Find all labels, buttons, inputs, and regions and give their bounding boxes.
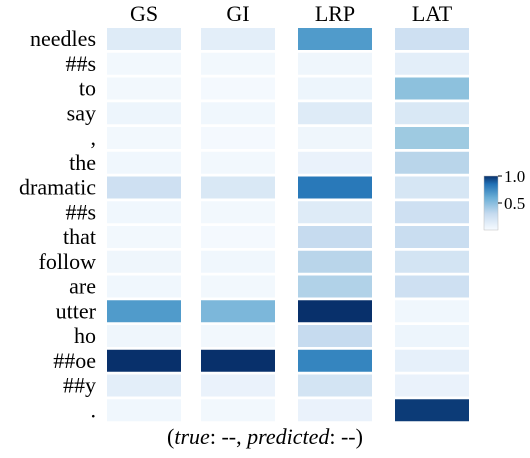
colorbar-tick-label: 1.0 <box>504 167 525 186</box>
heatmap-cell <box>201 300 275 323</box>
heatmap-cell <box>107 102 181 125</box>
column-label-lrp: LRP <box>315 1 355 26</box>
heatmap-cell <box>107 77 181 100</box>
heatmap-cell <box>201 102 275 125</box>
heatmap-cell <box>107 250 181 273</box>
column-label-lat: LAT <box>412 1 453 26</box>
row-label: dramatic <box>19 175 96 200</box>
prediction-caption: (true: --, predicted: --) <box>0 424 530 450</box>
heatmap-cell <box>395 151 469 174</box>
heatmap-cell <box>107 201 181 224</box>
heatmap-cell <box>298 176 372 199</box>
heatmap-cell <box>298 399 372 422</box>
heatmap-cell <box>395 300 469 323</box>
row-label: ##oe <box>53 348 96 373</box>
heatmap-cell <box>395 127 469 149</box>
row-label: utter <box>56 298 97 323</box>
row-label: follow <box>39 249 97 274</box>
heatmap-cell <box>107 399 181 422</box>
colorbar-gradient <box>483 175 499 231</box>
heatmap-cell <box>395 399 469 422</box>
row-label: say <box>67 100 96 125</box>
heatmap-cell <box>298 28 372 50</box>
heatmap-cell <box>395 226 469 248</box>
heatmap-cell <box>201 399 275 422</box>
heatmap-cell <box>107 151 181 174</box>
column-label-gi: GI <box>226 1 249 26</box>
heatmap-cell <box>201 201 275 224</box>
heatmap-cell <box>107 349 181 372</box>
row-label: to <box>79 76 96 101</box>
heatmap-cell <box>298 201 372 224</box>
heatmap-cell <box>298 127 372 149</box>
row-label: . <box>91 397 97 422</box>
caption-predicted-label: predicted <box>247 424 330 449</box>
heatmap-cell <box>395 102 469 125</box>
heatmap-cell <box>395 374 469 397</box>
heatmap-cell <box>107 275 181 298</box>
caption-true-label: true <box>174 424 210 449</box>
row-labels: needles##stosay,thedramatic##sthatfollow… <box>19 26 97 422</box>
heatmap-cell <box>395 325 469 347</box>
heatmap-cell <box>298 325 372 347</box>
heatmap-cell <box>107 374 181 397</box>
row-label: ##s <box>65 51 96 76</box>
heatmap-cell <box>298 250 372 273</box>
row-label: needles <box>30 26 96 51</box>
colorbar-tick-label: 0.5 <box>504 194 525 213</box>
row-label: are <box>69 274 96 299</box>
heatmap-cell <box>107 300 181 323</box>
heatmap-cells <box>107 28 469 422</box>
heatmap-cell <box>395 77 469 100</box>
heatmap-cell <box>298 300 372 323</box>
colorbar: 1.00.5 <box>483 167 525 231</box>
heatmap-cell <box>298 374 372 397</box>
heatmap-cell <box>201 127 275 149</box>
row-label: , <box>91 125 97 150</box>
heatmap-cell <box>107 325 181 347</box>
heatmap-cell <box>201 374 275 397</box>
heatmap-cell <box>298 275 372 298</box>
heatmap-cell <box>107 226 181 248</box>
caption-open-paren: ( <box>167 424 175 449</box>
heatmap-cell <box>201 250 275 273</box>
heatmap-cell <box>298 102 372 125</box>
heatmap-cell <box>201 176 275 199</box>
heatmap-cell <box>201 52 275 75</box>
heatmap-cell <box>298 52 372 75</box>
row-label: ho <box>74 323 96 348</box>
heatmap-cell <box>107 28 181 50</box>
heatmap-cell <box>298 77 372 100</box>
heatmap-cell <box>107 52 181 75</box>
heatmap-cell <box>201 226 275 248</box>
row-label: ##y <box>63 373 96 398</box>
heatmap-cell <box>107 127 181 149</box>
heatmap-cell <box>107 176 181 199</box>
heatmap-cell <box>395 250 469 273</box>
heatmap-cell <box>201 349 275 372</box>
heatmap-cell <box>395 176 469 199</box>
row-label: the <box>69 150 96 175</box>
heatmap-cell <box>395 275 469 298</box>
heatmap-cell <box>201 325 275 347</box>
caption-predicted-value: : --) <box>329 424 363 449</box>
heatmap-cell <box>201 28 275 50</box>
heatmap-cell <box>298 151 372 174</box>
column-labels: GS GI LRP LAT <box>130 1 453 26</box>
heatmap-cell <box>201 77 275 100</box>
column-label-gs: GS <box>130 1 158 26</box>
heatmap-cell <box>298 226 372 248</box>
heatmap-cell <box>201 151 275 174</box>
heatmap-cell <box>395 201 469 224</box>
row-label: ##s <box>65 199 96 224</box>
heatmap-cell <box>395 52 469 75</box>
row-label: that <box>63 224 96 249</box>
caption-true-value: : --, <box>209 424 248 449</box>
heatmap-cell <box>395 349 469 372</box>
heatmap-cell <box>298 349 372 372</box>
heatmap-cell <box>395 28 469 50</box>
heatmap-cell <box>201 275 275 298</box>
